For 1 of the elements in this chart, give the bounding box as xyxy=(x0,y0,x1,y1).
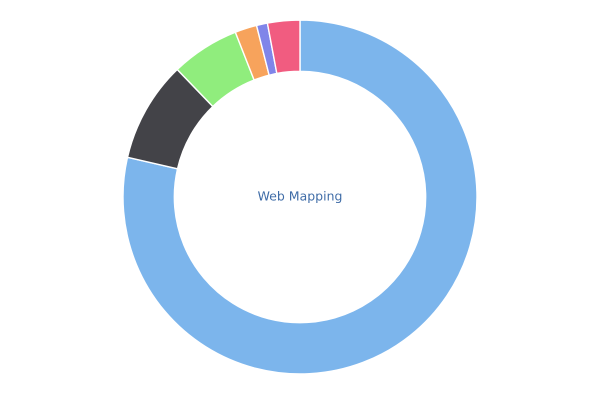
text: Web Mapping xyxy=(258,190,342,204)
